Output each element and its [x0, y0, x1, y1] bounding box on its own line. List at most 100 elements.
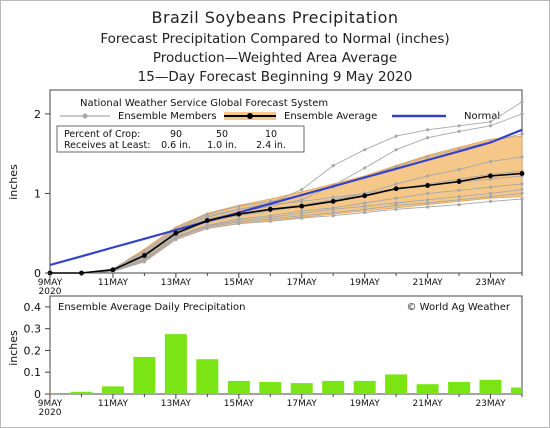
member-10-point-8: [300, 199, 304, 203]
member-8-point-4: [174, 238, 178, 242]
member-2-point-12: [426, 136, 430, 140]
member-6-point-10: [363, 201, 367, 205]
ensemble-average-point-11: [393, 186, 399, 192]
member-1-point-10: [363, 148, 367, 152]
daily-bar-13: [448, 382, 471, 394]
daily-data-layers: 0 0.1 0.2 0.3 0.4 9MAY 11MAY 13MAY 15MAY 17MAY 19M…: [24, 301, 523, 418]
daily-x-tick-label-4: 17MAY: [287, 399, 318, 409]
member-8-point-11: [394, 207, 398, 211]
daily-bar-0: [50, 392, 61, 394]
member-9-point-5: [205, 224, 209, 228]
member-line-6: [50, 183, 523, 274]
member-9-point-8: [300, 211, 304, 215]
daily-y-tick-label-3: 0.3: [24, 323, 42, 336]
ensemble-average-point-9: [330, 199, 336, 204]
member-2-point-15: [520, 112, 524, 116]
ensemble-average-point-6: [236, 211, 242, 217]
daily-x-tick-label-6: 21MAY: [413, 399, 444, 409]
daily-y-tick-label-2: 0.2: [24, 344, 42, 357]
amount-value-90: 0.6 in.: [161, 140, 191, 151]
member-3-point-15: [520, 132, 524, 136]
member-3-point-13: [457, 147, 461, 151]
legend-average-label: Ensemble Average: [284, 111, 377, 122]
member-9-point-14: [488, 191, 493, 195]
cumulative-x-tick-label-6: 21MAY: [413, 278, 444, 288]
member-8-point-12: [426, 205, 430, 209]
member-4-point-11: [394, 182, 398, 186]
member-2-point-14: [488, 124, 493, 128]
member-9-point-15: [520, 187, 524, 192]
chart-subtitle-weighting: Production—Weighted Area Average: [152, 50, 398, 66]
daily-x-year-label: 2020: [39, 408, 62, 418]
daily-x-tick-label-7: 23MAY: [475, 399, 506, 409]
daily-bar-12: [416, 384, 439, 394]
cumulative-x-tick-label-0: 9MAY: [38, 278, 63, 288]
daily-bar-2: [101, 386, 124, 394]
daily-title: Ensemble Average Daily Precipitation: [58, 302, 245, 313]
member-10-point-6: [237, 207, 241, 211]
member-7-point-8: [300, 214, 304, 218]
ensemble-average-point-7: [267, 206, 273, 212]
ensemble-average-point-10: [362, 193, 368, 199]
member-3-point-6: [237, 204, 241, 208]
member-2-point-13: [457, 129, 461, 133]
daily-bar-10: [353, 380, 376, 394]
ensemble-average-point-12: [425, 183, 430, 188]
member-1-point-11: [394, 134, 398, 138]
daily-bar-4: [164, 334, 187, 394]
cumulative-x-tick-label-7: 23MAY: [475, 278, 506, 288]
daily-y-axis-label: inches: [7, 330, 20, 366]
daily-panel: Ensemble Average Daily Precipitation © W…: [7, 295, 523, 418]
member-3-point-7: [268, 199, 272, 203]
member-line-7: [50, 192, 523, 274]
cumulative-panel: National Weather Service Global Forecast…: [7, 89, 525, 297]
member-2-point-11: [394, 148, 398, 152]
member-8-point-5: [205, 226, 209, 230]
percent-table-box: [56, 125, 305, 153]
ensemble-average-point-13: [456, 179, 462, 184]
amount-row-label: Receives at Least:: [64, 140, 150, 151]
daily-bar-11: [385, 374, 408, 394]
daily-bar-14: [479, 379, 502, 394]
daily-y-tick-label-4: 0.4: [24, 301, 42, 314]
daily-x-tick-label-3: 15MAY: [224, 399, 255, 409]
daily-y-tick-label-1: 0.1: [24, 366, 42, 379]
daily-bar-5: [196, 359, 219, 394]
member-7-point-12: [426, 201, 430, 205]
daily-x-tick-label-0: 9MAY: [38, 399, 63, 409]
cumulative-x-tick-label-3: 15MAY: [224, 278, 255, 288]
normal-line: [49, 128, 523, 267]
legend-normal-label: Normal: [464, 111, 500, 122]
member-1-point-13: [457, 124, 461, 128]
legend-members-label: Ensemble Members: [118, 111, 217, 122]
daily-plot-area: [49, 295, 523, 395]
chart-title: Brazil Soybeans Precipitation: [151, 8, 399, 27]
member-8-point-8: [300, 216, 304, 220]
daily-bar-8: [290, 383, 313, 394]
member-6-point-15: [520, 182, 524, 186]
member-10-point-3: [142, 250, 146, 254]
member-3-point-11: [394, 164, 398, 168]
daily-bar-3: [133, 357, 156, 394]
member-3-point-12: [426, 155, 430, 159]
member-9-point-10: [363, 204, 367, 208]
member-9-point-9: [331, 207, 335, 211]
member-1-point-14: [488, 120, 493, 124]
amount-value-10: 2.4 in.: [256, 140, 286, 151]
cumulative-x-tick-label-4: 17MAY: [287, 278, 318, 288]
member-4-point-12: [426, 174, 430, 178]
daily-bar-7: [259, 382, 282, 394]
member-6-point-11: [394, 196, 398, 200]
legend-members-marker: [82, 113, 88, 119]
member-7-point-14: [488, 195, 493, 199]
member-7-point-9: [331, 210, 335, 215]
member-10-point-5: [205, 214, 209, 218]
cumulative-y-tick-label-1: 1: [34, 187, 41, 200]
ensemble-average-point-4: [173, 230, 179, 236]
member-1-point-12: [426, 128, 430, 132]
member-9-point-12: [426, 198, 430, 202]
member-9-point-13: [457, 195, 461, 199]
member-line-9: [50, 189, 523, 274]
cumulative-data-layers: 0 1 2 9MAY 11MAY 13MAY 15MAY 17MAY 19MAY 21MAY 23M…: [34, 100, 525, 297]
